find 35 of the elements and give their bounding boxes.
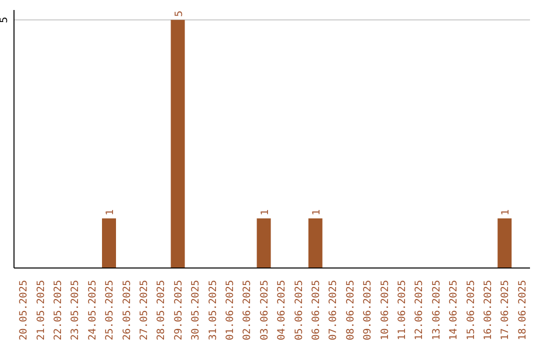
data-label: 1 (311, 209, 322, 216)
x-tick-label: 21.05.2025 (36, 280, 47, 340)
x-tick-label: 23.05.2025 (70, 280, 82, 340)
x-tick-label: 12.06.2025 (414, 280, 426, 340)
x-tick-label: 18.06.2025 (517, 280, 528, 340)
x-tick-label: 28.05.2025 (156, 280, 168, 340)
x-tick-label: 09.06.2025 (362, 280, 374, 340)
x-tick-label: 05.06.2025 (294, 280, 305, 340)
x-tick-label: 25.05.2025 (104, 280, 116, 340)
x-tick-label: 03.06.2025 (259, 280, 270, 340)
x-tick-label: 13.06.2025 (431, 280, 442, 340)
data-label: 1 (260, 209, 271, 216)
x-tick-label: 20.05.2025 (18, 280, 30, 340)
x-tick-label: 30.05.2025 (190, 280, 202, 340)
x-tick-label: 11.06.2025 (397, 280, 408, 340)
x-tick-label: 08.06.2025 (345, 280, 356, 340)
x-tick-label: 22.05.2025 (53, 280, 64, 340)
x-tick-label: 24.05.2025 (87, 280, 98, 340)
x-tick-label: 04.06.2025 (276, 280, 288, 340)
x-tick-label: 31.05.2025 (208, 280, 219, 340)
x-tick-label: 15.06.2025 (466, 280, 477, 340)
x-tick-label: 10.06.2025 (380, 280, 391, 340)
data-label: 1 (500, 209, 512, 216)
x-tick-label: 27.05.2025 (139, 280, 150, 340)
x-tick-label: 06.06.2025 (311, 280, 322, 340)
x-tick-label: 29.05.2025 (173, 280, 184, 340)
x-tick-label: 14.06.2025 (448, 280, 460, 340)
x-tick-label: 02.06.2025 (242, 280, 254, 340)
data-label: 5 (174, 10, 185, 17)
x-tick-label: 01.06.2025 (225, 280, 236, 340)
x-tick-label: 16.06.2025 (483, 280, 494, 340)
x-tick-label: 07.06.2025 (328, 280, 340, 340)
x-tick-label: 26.05.2025 (122, 280, 133, 340)
data-label: 1 (105, 209, 116, 216)
x-tick-label: 17.06.2025 (500, 280, 512, 340)
